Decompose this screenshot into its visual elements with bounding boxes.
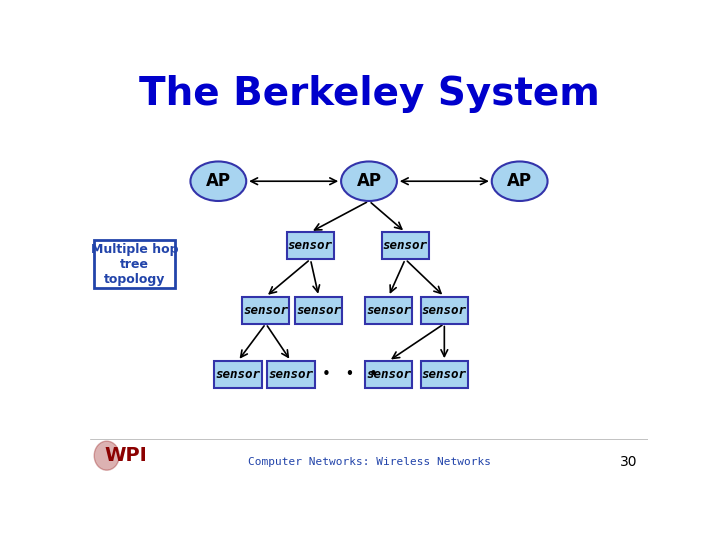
- FancyBboxPatch shape: [365, 296, 413, 323]
- Text: The Berkeley System: The Berkeley System: [138, 75, 600, 113]
- Text: AP: AP: [356, 172, 382, 190]
- FancyBboxPatch shape: [287, 232, 334, 259]
- Text: sensor: sensor: [366, 303, 411, 316]
- Text: sensor: sensor: [288, 239, 333, 252]
- Text: sensor: sensor: [366, 368, 411, 381]
- Ellipse shape: [190, 161, 246, 201]
- Text: AP: AP: [206, 172, 231, 190]
- Text: Multiple hop
tree
topology: Multiple hop tree topology: [91, 243, 179, 286]
- Text: Computer Networks: Wireless Networks: Computer Networks: Wireless Networks: [248, 457, 490, 467]
- Text: WPI: WPI: [105, 446, 148, 465]
- Ellipse shape: [492, 161, 548, 201]
- Text: sensor: sensor: [422, 368, 467, 381]
- FancyBboxPatch shape: [420, 361, 468, 388]
- Ellipse shape: [341, 161, 397, 201]
- FancyBboxPatch shape: [242, 296, 289, 323]
- FancyBboxPatch shape: [214, 361, 261, 388]
- Text: sensor: sensor: [215, 368, 261, 381]
- FancyBboxPatch shape: [267, 361, 315, 388]
- Text: sensor: sensor: [297, 303, 341, 316]
- FancyBboxPatch shape: [295, 296, 343, 323]
- Text: sensor: sensor: [422, 303, 467, 316]
- FancyBboxPatch shape: [94, 240, 175, 288]
- Ellipse shape: [94, 441, 120, 470]
- FancyBboxPatch shape: [382, 232, 429, 259]
- Text: sensor: sensor: [269, 368, 313, 381]
- Text: 30: 30: [620, 455, 637, 469]
- FancyBboxPatch shape: [365, 361, 413, 388]
- Text: AP: AP: [507, 172, 532, 190]
- FancyBboxPatch shape: [420, 296, 468, 323]
- Text: •   •   •: • • •: [322, 367, 377, 382]
- Text: sensor: sensor: [383, 239, 428, 252]
- Text: sensor: sensor: [243, 303, 288, 316]
